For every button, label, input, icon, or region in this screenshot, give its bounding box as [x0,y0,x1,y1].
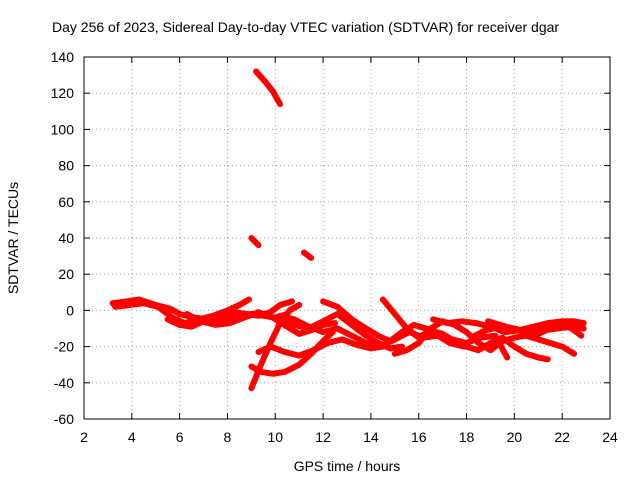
y-tick-label: 100 [51,121,75,137]
y-tick-label: 140 [51,49,75,65]
series-line-sat-k [379,296,551,363]
y-tick-label: 60 [58,194,74,210]
x-tick-label: 16 [411,429,427,445]
series-line-sat-s [301,249,315,261]
chart-title: Day 256 of 2023, Sidereal Day-to-day VTE… [52,19,559,35]
x-tick-label: 10 [267,429,283,445]
x-tick-label: 12 [315,429,331,445]
series-line-sat-g [248,302,303,392]
y-tick-label: 80 [58,158,74,174]
series-line-sat-l [391,318,578,357]
x-tick-label: 2 [80,429,88,445]
grid-lines [84,57,610,419]
x-tick-label: 14 [363,429,379,445]
y-tick-label: 0 [66,302,74,318]
y-tick-label: 120 [51,85,75,101]
x-tick-label: 20 [507,429,523,445]
y-tick-label: 40 [58,230,74,246]
x-tick-label: 4 [128,429,136,445]
series-line-sat-r [248,235,262,249]
series-layer [109,68,587,392]
series-line-sat-j [320,298,468,350]
y-tick-label: -60 [54,411,74,427]
y-tick-label: -20 [54,339,74,355]
x-tick-label: 6 [176,429,184,445]
plot-frame [83,56,611,420]
series-line-sat-f [248,329,336,377]
axis-ticks: 2 4 6 8 10 12 14 16 18 20 22 24-60-40-2002040608010… [51,49,618,445]
y-tick-label: 20 [58,266,74,282]
x-tick-label: 24 [602,429,618,445]
series-line-sat-q [253,68,284,108]
x-tick-label: 22 [554,429,570,445]
x-tick-label: 8 [224,429,232,445]
x-axis-label: GPS time / hours [294,458,401,474]
y-tick-label: -40 [54,375,74,391]
x-tick-label: 18 [459,429,475,445]
series-line-sat-p [523,321,585,339]
y-axis-label: SDTVAR / TECUs [5,182,21,294]
